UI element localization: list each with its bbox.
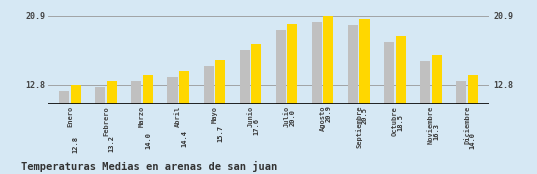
Bar (420, 61, 430, 174)
Text: 17.6: 17.6 (253, 118, 259, 135)
Bar (384, 42, 394, 174)
Bar (143, 75, 153, 174)
Text: 20.0: 20.0 (289, 109, 295, 126)
Bar (107, 81, 117, 174)
Bar (204, 66, 214, 174)
Bar (348, 25, 358, 174)
Bar (132, 81, 141, 174)
Text: 20.9: 20.9 (325, 105, 331, 122)
Bar (59, 91, 69, 174)
Bar (179, 71, 189, 174)
Bar (359, 19, 369, 174)
Bar (275, 30, 286, 174)
Bar (432, 55, 442, 174)
Text: 16.3: 16.3 (434, 123, 440, 140)
Bar (95, 87, 105, 174)
Bar (71, 85, 81, 174)
Bar (168, 77, 178, 174)
Text: 14.0: 14.0 (470, 132, 476, 149)
Bar (215, 60, 225, 174)
Bar (240, 50, 250, 174)
Bar (323, 16, 333, 174)
Bar (312, 22, 322, 174)
Text: 15.7: 15.7 (217, 125, 223, 142)
Text: 14.4: 14.4 (181, 130, 187, 147)
Text: 20.5: 20.5 (361, 107, 367, 124)
Bar (456, 81, 466, 174)
Text: 18.5: 18.5 (397, 114, 404, 131)
Text: 12.8: 12.8 (72, 136, 79, 153)
Bar (251, 44, 262, 174)
Bar (468, 75, 478, 174)
Text: Temperaturas Medias en arenas de san juan: Temperaturas Medias en arenas de san jua… (21, 161, 278, 172)
Bar (287, 23, 297, 174)
Text: 13.2: 13.2 (109, 135, 115, 152)
Bar (396, 36, 405, 174)
Text: 14.0: 14.0 (145, 132, 151, 149)
